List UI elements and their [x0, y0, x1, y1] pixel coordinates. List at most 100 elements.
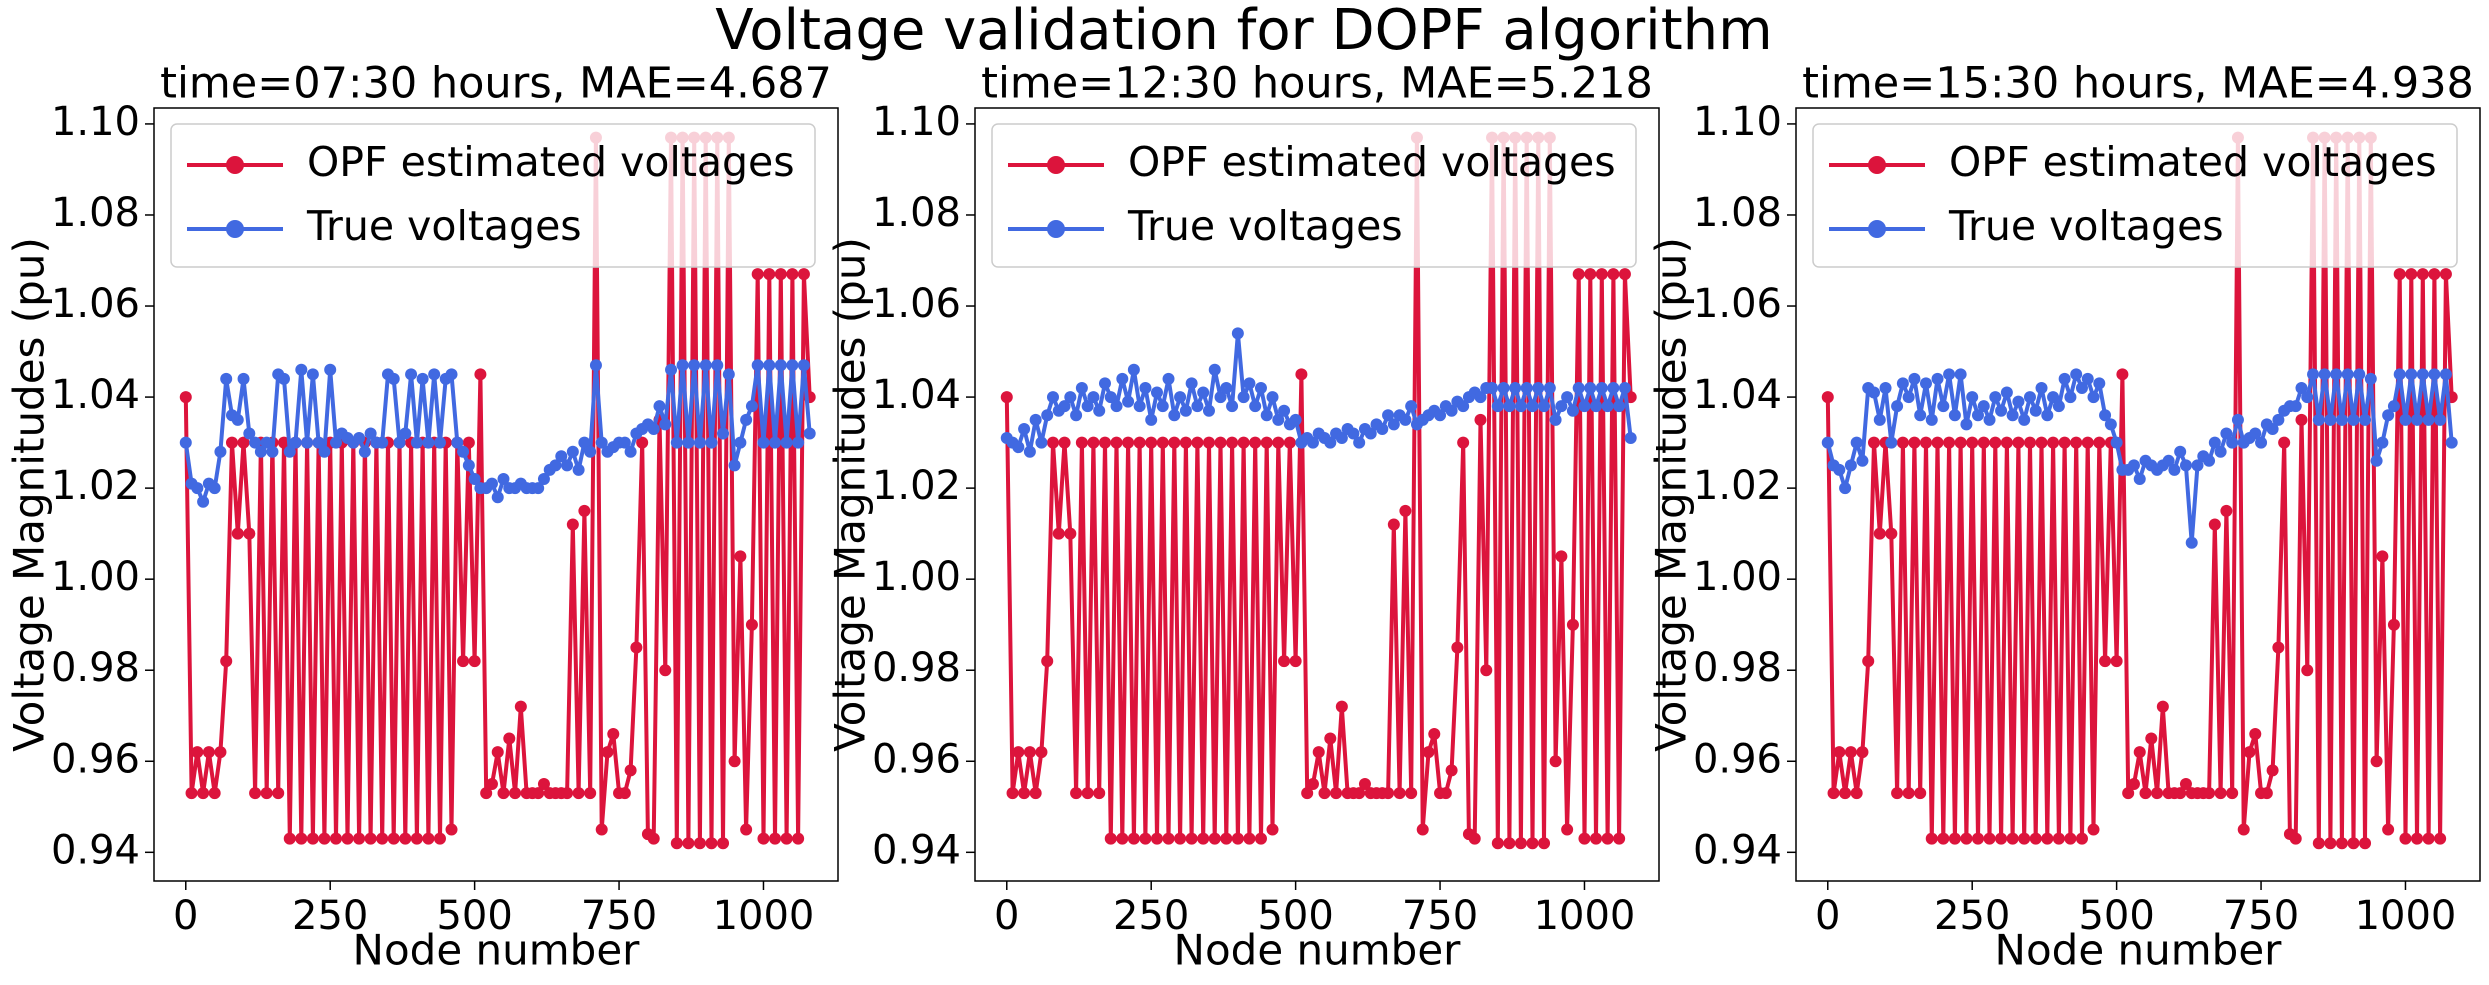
data-point — [682, 436, 695, 449]
data-point — [2023, 436, 2036, 449]
data-point — [179, 436, 192, 449]
data-point — [1104, 832, 1117, 845]
data-point — [1416, 823, 1429, 836]
data-point — [387, 372, 400, 385]
data-point — [1561, 391, 1574, 404]
data-point — [1260, 409, 1273, 422]
data-point — [1595, 268, 1608, 281]
data-point — [1353, 436, 1366, 449]
x-axis-label: Node number — [1174, 926, 1462, 975]
y-tick-label: 1.00 — [872, 554, 961, 600]
data-point — [1839, 787, 1852, 800]
data-point — [2387, 618, 2400, 631]
data-point — [578, 504, 591, 517]
data-point — [2324, 837, 2337, 850]
data-point — [1000, 391, 1013, 404]
data-point — [1335, 700, 1348, 713]
data-point — [2439, 268, 2452, 281]
data-point — [1908, 436, 1921, 449]
legend-label: OPF estimated voltages — [1128, 138, 1616, 186]
data-point — [2099, 409, 2112, 422]
data-point — [792, 832, 805, 845]
data-point — [1839, 482, 1852, 495]
data-point — [601, 746, 614, 759]
data-point — [462, 436, 475, 449]
data-point — [2035, 381, 2048, 394]
data-point — [2301, 664, 2314, 677]
x-tick-label: 0 — [1815, 893, 1840, 939]
data-point — [2151, 787, 2164, 800]
subplot: time=12:30 hours, MAE=5.218 0 250 500 750 100… — [826, 59, 1660, 975]
data-point — [618, 436, 631, 449]
data-point — [2000, 386, 2013, 399]
data-point — [2052, 832, 2065, 845]
data-point — [624, 445, 637, 458]
data-point — [2272, 641, 2285, 654]
x-tick-label: 500 — [436, 893, 512, 939]
legend-marker — [226, 156, 244, 174]
data-point — [1202, 436, 1215, 449]
data-point — [2226, 436, 2239, 449]
data-point — [497, 473, 510, 486]
data-point — [774, 359, 787, 372]
data-point — [231, 527, 244, 540]
y-tick-label: 1.02 — [872, 463, 961, 509]
data-point — [1150, 386, 1163, 399]
data-point — [433, 832, 446, 845]
x-tick-label: 0 — [173, 893, 198, 939]
y-axis-label: Voltage Magnitudes (pu) — [1647, 237, 1696, 752]
data-point — [2405, 368, 2418, 381]
subplot-title: time=07:30 hours, MAE=4.687 — [160, 59, 832, 109]
data-point — [214, 746, 227, 759]
y-tick-label: 0.94 — [1693, 827, 1782, 873]
data-point — [1856, 746, 1869, 759]
data-point — [1070, 787, 1083, 800]
data-point — [2047, 391, 2060, 404]
data-point — [1139, 381, 1152, 394]
data-point — [2411, 413, 2424, 426]
data-point — [1306, 778, 1319, 791]
data-point — [2347, 413, 2360, 426]
data-point — [1474, 413, 1487, 426]
data-point — [1110, 400, 1123, 413]
data-point — [780, 436, 793, 449]
data-point — [1278, 655, 1291, 668]
data-point — [422, 832, 435, 845]
data-point — [2214, 445, 2227, 458]
y-tick-label: 1.08 — [872, 190, 961, 236]
data-point — [1549, 755, 1562, 768]
data-point — [2226, 787, 2239, 800]
data-point — [1584, 381, 1597, 394]
data-point — [474, 368, 487, 381]
data-point — [324, 363, 337, 376]
data-point — [1850, 436, 1863, 449]
data-point — [1220, 381, 1233, 394]
data-point — [1914, 787, 1927, 800]
data-point — [1070, 409, 1083, 422]
data-point — [1590, 400, 1603, 413]
data-point — [1289, 655, 1302, 668]
data-point — [653, 400, 666, 413]
data-point — [1613, 400, 1626, 413]
data-point — [1584, 268, 1597, 281]
data-point — [2359, 837, 2372, 850]
y-axis-label: Voltage Magnitudes (pu) — [826, 237, 875, 752]
data-point — [1491, 837, 1504, 850]
data-point — [1948, 409, 1961, 422]
data-point — [2174, 445, 2187, 458]
data-point — [1526, 400, 1539, 413]
data-point — [514, 700, 527, 713]
data-point — [2237, 823, 2250, 836]
data-point — [1098, 377, 1111, 390]
data-point — [1312, 746, 1325, 759]
data-point — [1237, 391, 1250, 404]
y-tick-label: 1.06 — [51, 281, 140, 327]
data-point — [1231, 327, 1244, 340]
data-point — [2122, 787, 2135, 800]
data-point — [428, 368, 441, 381]
data-point — [2208, 436, 2221, 449]
data-point — [1041, 655, 1054, 668]
data-point — [1914, 409, 1927, 422]
data-point — [1520, 381, 1533, 394]
